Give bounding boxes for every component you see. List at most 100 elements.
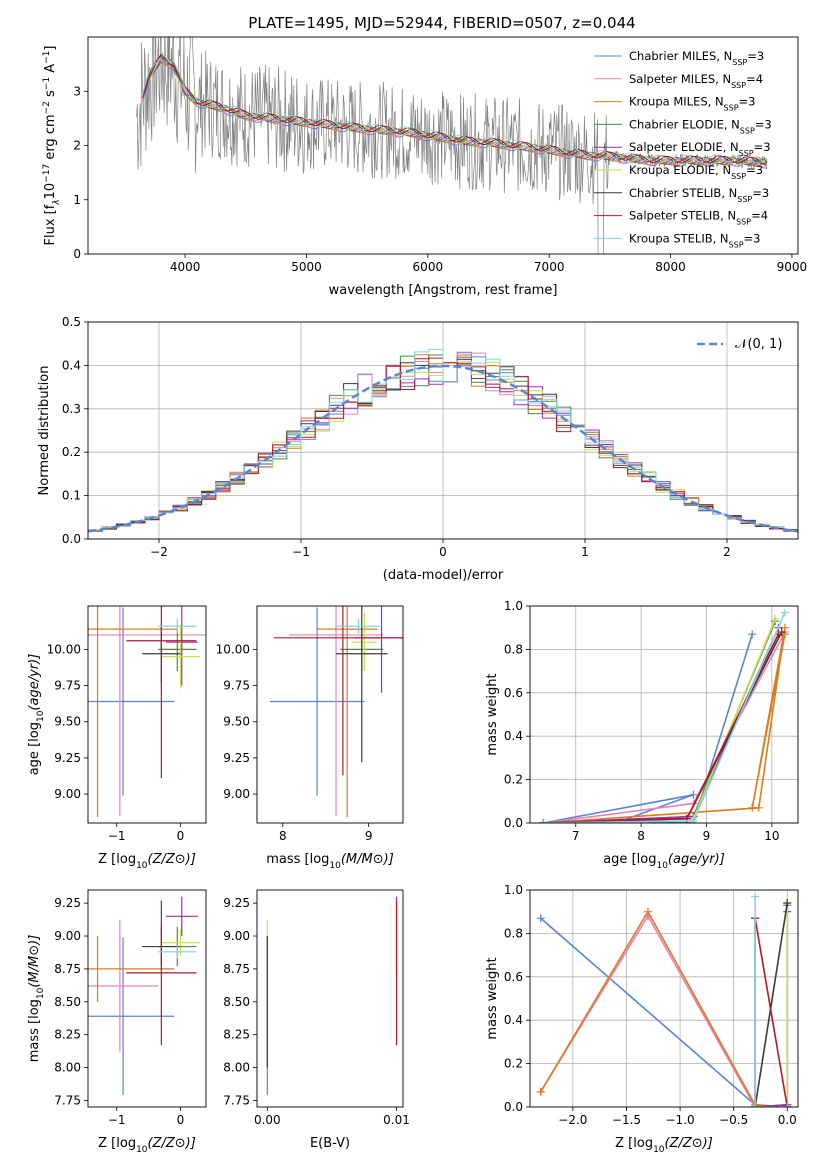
y-tick-label: 0.0 — [504, 1100, 523, 1114]
x-tick-label: 7000 — [534, 260, 565, 274]
label-part: Z [log — [615, 1136, 653, 1151]
series-line-kroupa-miles — [540, 910, 788, 1107]
series-line-kroupa-elodie — [755, 903, 789, 1107]
x-tick-label: −1.0 — [666, 1113, 695, 1127]
legend-value: =3 — [752, 186, 769, 200]
legend-sub: SSP — [737, 194, 752, 203]
point-marker — [783, 899, 792, 908]
x-tick-label: 0 — [439, 545, 447, 559]
plot-area — [539, 608, 789, 823]
point-marker — [780, 608, 789, 617]
axes-frame — [87, 321, 799, 540]
y-tick-label: 3 — [73, 84, 81, 98]
legend-label-salpeter-miles: Salpeter MILES, NSSP=4 — [629, 72, 763, 90]
errorbar-salpeter-elodie — [165, 896, 198, 937]
errorbar-kroupa-elodie — [351, 613, 378, 672]
y-tick-label: 9.25 — [223, 751, 250, 765]
legend-label-kroupa-elodie: Kroupa ELODIE, NSSP=3 — [629, 163, 763, 181]
spectrum-panel: 4000 5000 6000 7000 8000 9000 0 1 2 3 wavelength [… — [42, 36, 808, 298]
y-tick-label: 9.25 — [54, 896, 81, 910]
model-line-chabrier-miles — [142, 57, 768, 169]
y-tick-label: 9.50 — [223, 715, 250, 729]
x-tick-label: 7 — [572, 829, 580, 843]
mass-vs-metallicity-panel: −1 07.758.008.258.508.759.009.25 Z [log10(… — [27, 889, 207, 1155]
model-line-salpeter-elodie — [142, 57, 768, 166]
y-tick-label: 0.2 — [504, 1057, 523, 1071]
legend-sub: SSP — [732, 58, 747, 67]
y-tick-label: 9.00 — [54, 787, 81, 801]
errorbar-salpeter-stelib — [126, 606, 197, 779]
y-tick-label: 9.50 — [54, 715, 81, 729]
x-tick-label: 1 — [581, 545, 589, 559]
plot-area — [88, 896, 200, 1096]
y-tick-label: 10.00 — [216, 642, 250, 656]
y-tick-label: 0.6 — [504, 686, 523, 700]
y-tick-label: 8.25 — [54, 1028, 81, 1042]
x-tick-label: 9 — [703, 829, 711, 843]
axes: −1 0 7.75 8.00 8.25 8.50 8.75 9.00 9.25 — [54, 889, 207, 1127]
y-label-part: −17 — [42, 164, 52, 183]
errorbar-kroupa-stelib — [336, 619, 380, 634]
legend: Chabrier MILES, NSSP=3 Salpeter MILES, NS… — [594, 49, 772, 249]
x-tick-label: 0.00 — [254, 1113, 281, 1127]
point-marker — [771, 615, 780, 624]
y-tick-label: 0.2 — [504, 773, 523, 787]
y-tick-label: 0.8 — [504, 926, 523, 940]
legend-label-kroupa-miles: Kroupa MILES, NSSP=3 — [629, 95, 755, 113]
legend-label-chabrier-miles: Chabrier MILES, NSSP=3 — [629, 49, 764, 67]
label-part: (M/M⊙)] — [27, 935, 42, 988]
y-tick-label: 0.0 — [62, 532, 81, 546]
label-sub: 10 — [656, 861, 668, 871]
label-part: age [log — [27, 722, 42, 775]
legend-value: =3 — [755, 117, 772, 131]
y-tick-label: 0.4 — [504, 1013, 523, 1027]
y-label-part: s — [43, 90, 58, 101]
label-part: (M/M⊙)] — [341, 852, 394, 867]
point-marker — [536, 1087, 545, 1096]
y-tick-label: 0.0 — [504, 816, 523, 830]
legend-label-chabrier-elodie: Chabrier ELODIE, NSSP=3 — [629, 117, 772, 135]
point-marker — [783, 1103, 792, 1107]
label-sub: 10 — [329, 861, 341, 871]
y-tick-label: 1.0 — [504, 599, 523, 613]
legend-value: =3 — [746, 163, 763, 177]
point-marker — [689, 790, 698, 799]
x-axis-label: Z [log10(Z/Z⊙)] — [98, 1136, 196, 1155]
errorbar-salpeter-miles — [288, 606, 384, 816]
x-tick-label: 8 — [279, 829, 287, 843]
massweight-vs-metallicity-panel: −2.0 −1.5 −1.0 −0.5 0.0 0.0 0.2 0.4 0.6 0.8 1.0 Z [… — [485, 883, 799, 1155]
errorbar-chabrier-miles — [88, 607, 175, 796]
residual-histogram-panel: −2 −1 0 1 2 0.0 0.1 0.2 0.3 0.4 0.5 𝒩(0, 1) (data-mo… — [37, 315, 799, 583]
label-part: (Z/Z⊙)] — [148, 1136, 196, 1151]
y-label-part: −1 — [42, 51, 52, 64]
x-tick-label: 9000 — [777, 260, 808, 274]
label-sub: 10 — [36, 987, 46, 999]
series-line-chabrier-elodie — [543, 620, 776, 823]
legend-label-kroupa-stelib: Kroupa STELIB, NSSP=3 — [629, 231, 760, 249]
errorbar-chabrier-stelib — [336, 606, 388, 763]
y-tick-label: 9.00 — [223, 787, 250, 801]
x-axis-label: Z [log10(Z/Z⊙)] — [615, 1136, 713, 1155]
y-tick-label: 0.4 — [504, 729, 523, 743]
legend-sub: SSP — [731, 80, 746, 89]
y-tick-label: 0.5 — [62, 315, 81, 329]
y-tick-label: 9.75 — [54, 679, 81, 693]
x-tick-label: 8000 — [655, 260, 686, 274]
errorbar-salpeter-stelib — [126, 900, 197, 1046]
legend-sub: SSP — [731, 172, 746, 181]
errorbar-kroupa-stelib — [158, 945, 197, 959]
series-line-salpeter-elodie — [543, 627, 780, 823]
y-tick-label: 8.25 — [223, 1028, 250, 1042]
model-line-salpeter-stelib — [142, 55, 768, 165]
x-axis-label: Z [log10(Z/Z⊙)] — [98, 852, 196, 871]
y-tick-label: 1 — [73, 193, 81, 207]
y-tick-label: 9.75 — [223, 679, 250, 693]
y-label-part: ] — [43, 46, 58, 51]
figure-title: PLATE=1495, MJD=52944, FIBERID=0507, z=0… — [248, 14, 635, 32]
x-tick-label: −1 — [292, 545, 310, 559]
y-tick-label: 9.25 — [223, 896, 250, 910]
y-tick-label: 0 — [73, 247, 81, 261]
x-axis-label: wavelength [Angstrom, rest frame] — [329, 283, 558, 298]
grid — [530, 605, 798, 824]
